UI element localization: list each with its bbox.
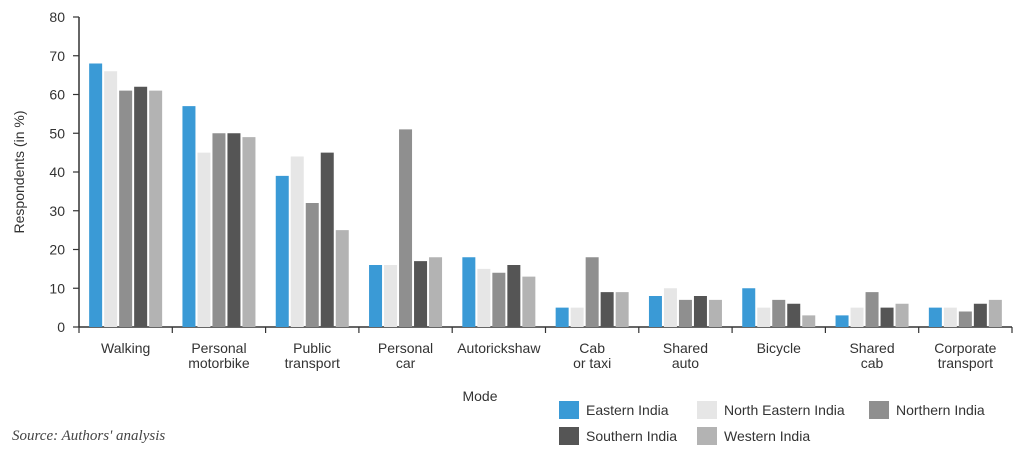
x-tick-label: Walking	[101, 340, 150, 356]
x-tick-label: Cab or taxi	[573, 340, 611, 371]
bar	[958, 311, 972, 327]
y-tick-label: 80	[49, 9, 65, 25]
bar	[693, 296, 707, 327]
bar	[477, 268, 491, 327]
x-tick-label: Public transport	[285, 340, 340, 371]
bar	[928, 307, 942, 327]
bar	[134, 86, 148, 327]
bar	[555, 307, 569, 327]
x-axis-title: Mode	[462, 388, 497, 404]
bar	[570, 307, 584, 327]
bar	[182, 106, 196, 327]
legend-swatch	[697, 401, 717, 419]
legend-label: Western India	[724, 428, 810, 444]
bar	[89, 63, 103, 327]
y-tick-label: 0	[57, 319, 65, 335]
bar	[275, 175, 289, 327]
bar	[384, 265, 398, 327]
y-tick-label: 10	[49, 280, 65, 296]
bar	[865, 292, 879, 327]
bar	[585, 257, 599, 327]
bar	[305, 203, 319, 327]
bar	[615, 292, 629, 327]
bar	[787, 303, 801, 327]
x-tick-label: Shared cab	[849, 340, 894, 371]
bar	[335, 230, 349, 327]
bar	[149, 90, 163, 327]
y-tick-label: 40	[49, 164, 65, 180]
bar	[369, 265, 383, 327]
bar	[290, 156, 304, 327]
legend-swatch	[697, 427, 717, 445]
bar	[772, 299, 786, 327]
bar	[835, 315, 849, 327]
legend-label: Northern India	[896, 402, 985, 418]
bar	[522, 276, 536, 327]
legend-swatch	[559, 427, 579, 445]
x-tick-label: Shared auto	[663, 340, 708, 371]
y-tick-label: 20	[49, 242, 65, 258]
legend-label: Southern India	[586, 428, 677, 444]
bar	[988, 299, 1002, 327]
x-tick-label: Personal motorbike	[188, 340, 250, 371]
legend-swatch	[869, 401, 889, 419]
bar	[895, 303, 909, 327]
bar	[600, 292, 614, 327]
y-axis-title: Respondents (in %)	[11, 111, 27, 234]
bar	[507, 265, 521, 327]
bar	[242, 137, 256, 327]
bars	[89, 63, 1002, 327]
y-axis: 0 10 20 30 40 50 60 70 80	[49, 9, 80, 335]
bar	[880, 307, 894, 327]
bar	[757, 307, 771, 327]
y-tick-label: 70	[49, 48, 65, 64]
bar	[802, 315, 816, 327]
legend: Eastern India North Eastern India Northern…	[559, 401, 985, 445]
bar	[320, 152, 334, 327]
bar	[708, 299, 722, 327]
x-axis: Walking Personal motorbike Public transport P…	[78, 326, 1013, 371]
legend-label: North Eastern India	[724, 402, 845, 418]
x-tick-label: Bicycle	[757, 340, 802, 356]
x-tick-label: Corporate transport	[934, 340, 996, 371]
bar	[973, 303, 987, 327]
bar	[212, 133, 226, 327]
bar	[399, 129, 413, 327]
y-tick-label: 30	[49, 203, 65, 219]
y-tick-label: 50	[49, 125, 65, 141]
bar	[943, 307, 957, 327]
bar	[414, 261, 428, 327]
bar	[227, 133, 241, 327]
bar	[197, 152, 211, 327]
x-tick-label: Autorickshaw	[457, 340, 541, 356]
bar	[663, 288, 677, 327]
legend-swatch	[559, 401, 579, 419]
bar	[678, 299, 692, 327]
bar	[850, 307, 864, 327]
bar	[492, 272, 506, 327]
bar	[648, 296, 662, 327]
x-tick-label: Personal car	[378, 340, 433, 371]
bar	[429, 257, 443, 327]
y-tick-label: 60	[49, 87, 65, 103]
bar	[119, 90, 133, 327]
source-note: Source: Authors' analysis	[12, 428, 166, 444]
bar	[742, 288, 756, 327]
bar	[104, 71, 118, 327]
legend-label: Eastern India	[586, 402, 669, 418]
bar	[462, 257, 476, 327]
